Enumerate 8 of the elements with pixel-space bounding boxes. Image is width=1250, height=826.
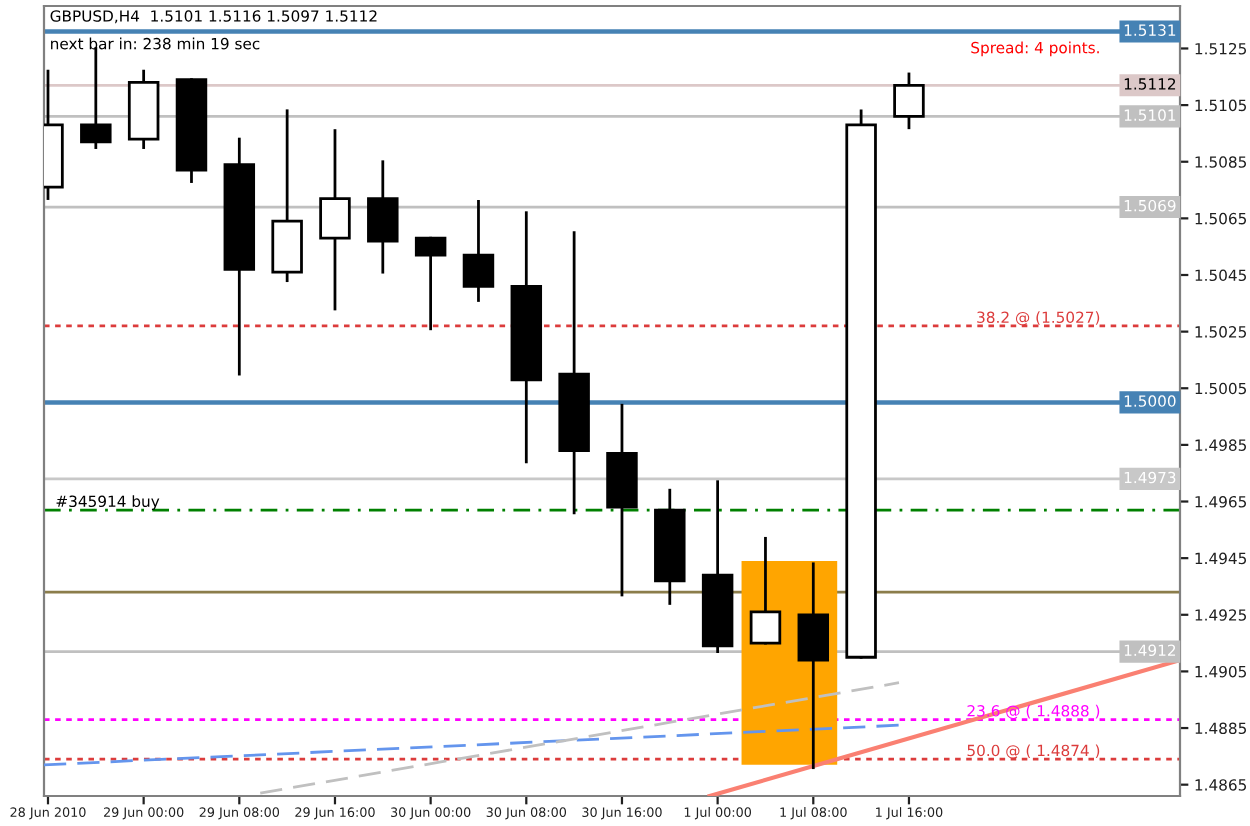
candlestick — [749, 536, 782, 645]
candlestick — [893, 72, 925, 130]
candlestick — [319, 129, 351, 311]
candlestick — [80, 47, 112, 149]
candlestick — [462, 199, 495, 302]
candlestick — [367, 160, 399, 274]
candlestick — [414, 236, 447, 331]
candlestick — [797, 562, 830, 770]
